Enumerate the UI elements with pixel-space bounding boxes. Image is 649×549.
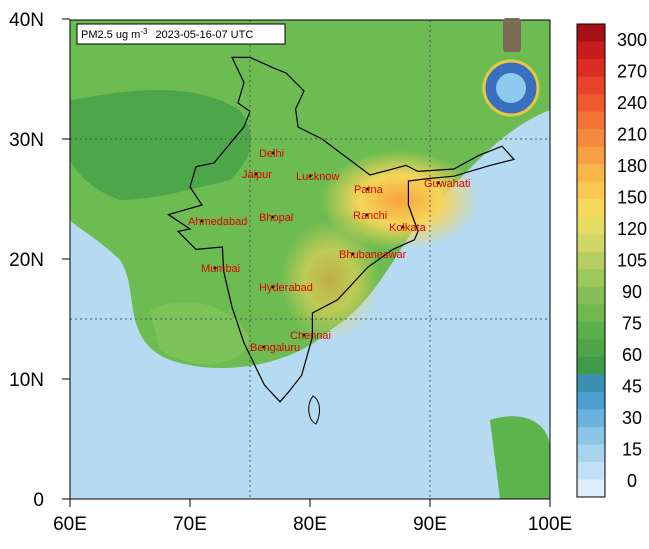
city-dot — [308, 174, 312, 178]
city-dot — [302, 333, 306, 337]
colorbar-frame — [576, 23, 606, 498]
city-label: Mumbai — [201, 263, 240, 275]
city-dot — [271, 151, 275, 155]
lon-tick-label: 80E — [293, 514, 327, 535]
colorbar-label: 210 — [617, 124, 647, 144]
colorbar-band — [577, 391, 605, 410]
colorbar-band — [577, 286, 605, 305]
colorbar-band — [577, 304, 605, 323]
city-dot — [254, 172, 258, 176]
lon-tick-label: 70E — [173, 514, 207, 535]
city-label: Delhi — [259, 148, 284, 160]
sea-field — [150, 301, 250, 364]
lon-tick-label: 100E — [528, 514, 572, 535]
lon-tick-label: 90E — [413, 514, 447, 535]
haze — [320, 150, 480, 250]
map-field — [70, 20, 550, 499]
land-field — [490, 416, 550, 499]
colorbar-label: 0 — [627, 471, 637, 491]
title: PM2.5 ug m-3 2023-05-16-07 UTC — [81, 27, 253, 41]
colorbar-band — [577, 339, 605, 358]
colorbar-band — [577, 41, 605, 60]
colorbar-label: 240 — [617, 93, 647, 113]
lat-tick-label: 20N — [9, 250, 44, 271]
city-dot — [366, 187, 370, 191]
colorbar-band — [577, 164, 605, 183]
lon-tick-label: 60E — [53, 514, 87, 535]
city-dot — [200, 219, 204, 223]
city-label: Lucknow — [296, 171, 339, 183]
city-dot — [401, 225, 405, 229]
colorbar-band — [577, 146, 605, 165]
colorbar-label: 300 — [617, 30, 647, 50]
city-label: Bengaluru — [250, 342, 300, 354]
city-dot — [351, 252, 355, 256]
city-label: Ranchi — [353, 210, 387, 222]
colorbar-band — [577, 251, 605, 270]
lat-tick-label: 30N — [9, 130, 44, 151]
country-outline — [166, 56, 516, 403]
city-label: Bhubaneswar — [339, 249, 407, 261]
colorbar-band — [577, 321, 605, 340]
city-dot — [436, 181, 440, 185]
city-label: Chennai — [290, 330, 331, 342]
colorbar-band — [577, 216, 605, 235]
city-label: Kolkata — [389, 222, 427, 234]
colorbar-band — [577, 409, 605, 428]
haze — [280, 220, 380, 340]
colorbar-band — [577, 426, 605, 445]
city-label: Guwahati — [424, 178, 470, 190]
lat-tick-label: 0 — [33, 490, 44, 511]
island-outline — [308, 395, 321, 425]
city-label: Jaipur — [242, 169, 272, 181]
city-dot — [213, 266, 217, 270]
colorbar-band — [577, 59, 605, 78]
lat-tick-label: 40N — [9, 10, 44, 31]
colorbar-band — [577, 24, 605, 43]
colorbar-band — [577, 356, 605, 375]
colorbar-label: 120 — [617, 219, 647, 239]
colorbar-band — [577, 269, 605, 288]
colorbar-band — [577, 94, 605, 113]
colorbar-label: 75 — [622, 314, 642, 334]
colorbar-label: 105 — [617, 251, 647, 271]
colorbar-band — [577, 129, 605, 148]
colorbar-band — [577, 181, 605, 200]
colorbar-band — [577, 479, 605, 498]
colorbar-label: 270 — [617, 61, 647, 81]
colorbar-band — [577, 199, 605, 218]
land-field — [70, 90, 251, 200]
colorbar-label: 45 — [622, 377, 642, 397]
city-label: Bhopal — [259, 212, 293, 224]
colorbar-band — [577, 461, 605, 480]
colorbar-band — [577, 111, 605, 130]
colorbar-label: 15 — [622, 440, 642, 460]
colorbar-label: 60 — [622, 345, 642, 365]
logo — [482, 18, 540, 117]
colorbar-label: 180 — [617, 156, 647, 176]
title-box — [76, 23, 286, 45]
city-label: Hyderabad — [259, 282, 313, 294]
colorbar-band — [577, 234, 605, 253]
city-label: Ahmedabad — [188, 216, 247, 228]
colorbar-label: 90 — [622, 282, 642, 302]
colorbar-label: 150 — [617, 187, 647, 207]
graticule — [70, 20, 550, 499]
lat-tick-label: 10N — [9, 370, 44, 391]
colorbar-band — [577, 374, 605, 393]
city-dot — [365, 213, 369, 217]
colorbar-band — [577, 76, 605, 95]
city-dot — [271, 285, 275, 289]
city-dot — [271, 215, 275, 219]
city-dot — [262, 345, 266, 349]
colorbar-label: 30 — [622, 408, 642, 428]
colorbar-band — [577, 444, 605, 463]
city-label: Patna — [354, 184, 384, 196]
